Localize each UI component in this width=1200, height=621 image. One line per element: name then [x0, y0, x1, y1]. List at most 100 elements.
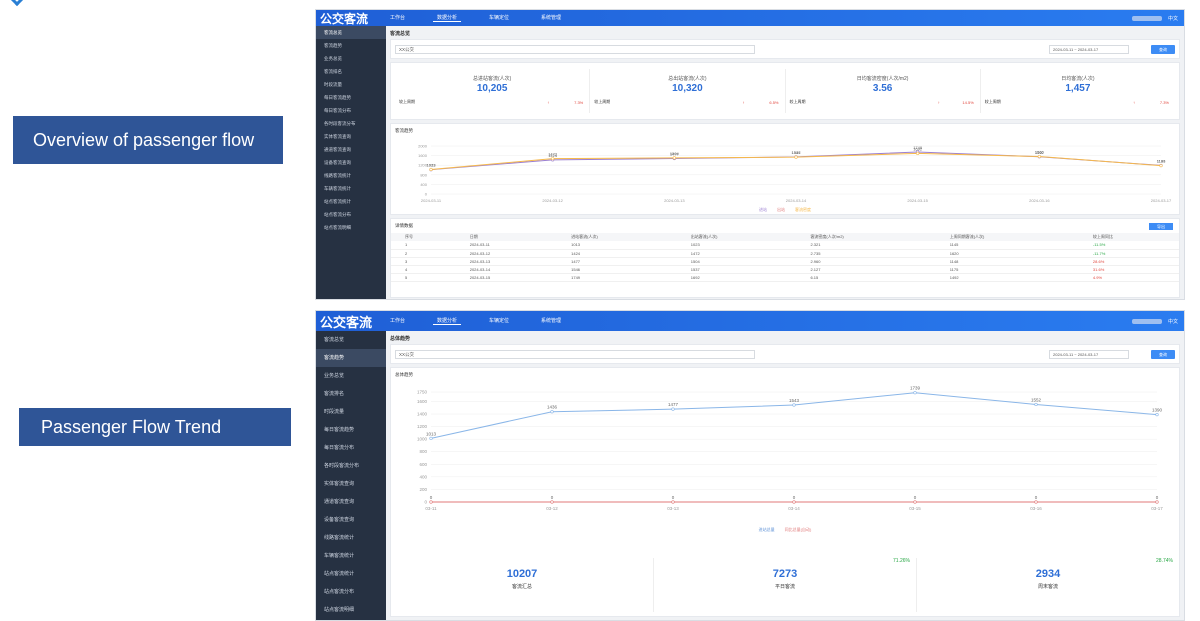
nav-vehicle-location[interactable]: 车辆定位 — [489, 15, 510, 21]
sidebar-item[interactable]: 设备客流查询 — [324, 517, 355, 523]
kpi-value: 3.56 — [872, 83, 893, 94]
table-header[interactable]: 上周同期客流(人次) — [935, 233, 1079, 241]
kpi-pct: 14.5% — [962, 100, 974, 105]
x-tick-label: 03-11 — [425, 506, 437, 511]
sidebar-item[interactable]: 各时段客流分布 — [324, 121, 356, 126]
data-label: 1023 — [427, 162, 437, 167]
data-label: 0 — [1156, 495, 1159, 500]
table-header[interactable]: 序号 — [391, 233, 456, 241]
legend-in[interactable]: 进站 — [759, 207, 767, 212]
nav-system-management[interactable]: 系统管理 — [541, 318, 562, 324]
legend-density[interactable]: 客流密度 — [795, 207, 811, 212]
query-button[interactable]: 查询 — [1151, 44, 1175, 54]
date-range-picker[interactable]: 2024-03-11 ~ 2024-03-17 — [1049, 44, 1129, 54]
sidebar-item[interactable]: 实体客流查询 — [324, 481, 355, 487]
table-cell: 4.9% — [1078, 273, 1179, 282]
sidebar-item[interactable]: 通道客流查询 — [324, 147, 351, 152]
nav-data-analysis[interactable]: 数据分析 — [433, 317, 462, 325]
data-point — [913, 500, 917, 504]
nav-data-analysis[interactable]: 数据分析 — [433, 14, 462, 22]
table-header[interactable]: 客流密度(人次/m2) — [796, 233, 936, 241]
lang-switch[interactable]: 中文 — [1167, 15, 1178, 22]
data-point — [1034, 500, 1038, 504]
sidebar-item[interactable]: 客流排名 — [324, 69, 342, 74]
export-button[interactable]: 导出 — [1149, 223, 1173, 230]
table-header[interactable]: 出站客流(人次) — [676, 233, 797, 241]
data-label: 1552 — [1031, 397, 1042, 402]
sidebar-item[interactable]: 实体客流查询 — [324, 134, 351, 139]
kpi-arrow-icon: ↑ — [742, 100, 745, 105]
app-logo[interactable]: 公交客流 — [320, 11, 369, 26]
date-range-picker[interactable]: 2024-03-11 ~ 2024-03-17 — [1049, 349, 1129, 359]
sidebar-item[interactable]: 时段流量 — [324, 82, 342, 87]
data-point — [792, 500, 796, 504]
kpi-compare: 较上周期 — [399, 99, 415, 104]
data-label: 1546 — [792, 150, 802, 155]
x-tick-label: 2024-03-16 — [1029, 198, 1050, 203]
legend-total[interactable]: 进站总量 — [758, 527, 775, 532]
sidebar-item[interactable]: 客流总览 — [324, 337, 345, 343]
data-label: 1537 — [792, 150, 802, 155]
sidebar-item[interactable]: 站点客流明细 — [324, 225, 351, 230]
summary-pct: 71.26% — [893, 558, 910, 564]
x-tick-label: 2024-03-12 — [542, 198, 563, 203]
sidebar-item[interactable]: 站点客流明细 — [324, 607, 355, 613]
lang-switch[interactable]: 中文 — [1167, 318, 1178, 325]
sidebar-item[interactable]: 业务总览 — [324, 373, 345, 379]
legend-yoy[interactable]: 同比总量(自动) — [784, 527, 812, 532]
table-cell: 4 — [391, 265, 456, 274]
table-header[interactable]: 进站客流(人次) — [557, 233, 677, 241]
data-point — [1159, 164, 1163, 168]
route-select[interactable]: XX公交 — [395, 44, 755, 54]
nav-vehicle-location[interactable]: 车辆定位 — [489, 318, 510, 324]
sidebar-item[interactable]: 客流趋势 — [324, 43, 342, 48]
filter-bar: XX公交 2024-03-11 ~ 2024-03-17 查询 — [390, 39, 1180, 59]
sidebar-item[interactable]: 站点客流统计 — [324, 199, 351, 204]
sidebar-item[interactable]: 每日客流分布 — [324, 108, 351, 113]
sidebar-item[interactable]: 客流总览 — [316, 26, 386, 39]
nav-workbench[interactable]: 工作台 — [390, 15, 406, 21]
x-tick-label: 03-13 — [667, 506, 679, 511]
kpi-compare: 较上周期 — [984, 99, 1001, 104]
kpi-card: 日均客流(人次) 1,457 较上周期 ↑ 7.3% — [981, 69, 1175, 113]
kpi-card: 总进站客流(人次) 10,205 较上周期 ↑ 7.3% — [395, 69, 591, 113]
sidebar-item[interactable]: 站点客流分布 — [324, 589, 355, 595]
sidebar-item[interactable]: 线路客流统计 — [324, 173, 351, 178]
sidebar-item[interactable]: 业务总览 — [324, 56, 342, 61]
data-point — [794, 155, 798, 159]
legend-out[interactable]: 出站 — [777, 207, 785, 212]
sidebar-item[interactable]: 车辆客流统计 — [324, 186, 351, 191]
y-tick-label: 0 — [424, 500, 427, 505]
sidebar-item[interactable]: 线路客流统计 — [324, 535, 355, 541]
y-tick-label: 1600 — [418, 153, 428, 158]
nav-workbench[interactable]: 工作台 — [390, 318, 406, 324]
data-label: 1552 — [1035, 150, 1045, 155]
sidebar-item[interactable]: 每日客流趋势 — [324, 427, 355, 433]
table-header[interactable]: 日期 — [455, 233, 558, 241]
nav-system-management[interactable]: 系统管理 — [541, 15, 562, 21]
kpi-card: 总出站客流(人次) 10,320 较上周期 ↑ 6.5% — [590, 69, 786, 113]
sidebar-item[interactable]: 站点客流统计 — [324, 571, 355, 577]
user-name[interactable] — [1131, 318, 1162, 324]
query-button[interactable]: 查询 — [1151, 349, 1175, 359]
table-cell: 31.6% — [1078, 265, 1179, 274]
user-name[interactable] — [1131, 15, 1162, 21]
sidebar-item[interactable]: 各时段客流分布 — [324, 463, 360, 469]
sidebar-item[interactable]: 客流排名 — [324, 391, 345, 397]
route-select[interactable]: XX公交 — [395, 349, 755, 359]
table-header[interactable]: 较上周同比 — [1078, 233, 1179, 241]
sidebar-item[interactable]: 每日客流趋势 — [324, 95, 351, 100]
table-row: 2 2024-03-12 1424 1472 2.735 1620 -11.7% — [391, 249, 1179, 258]
sidebar-item[interactable]: 客流趋势 — [316, 349, 386, 367]
trend-chart: 0 400 800 1200 1600 2000 2024-03-11 2024-03-12 2… — [418, 144, 1172, 204]
sidebar-item[interactable]: 时段流量 — [324, 409, 345, 415]
app-logo[interactable]: 公交客流 — [320, 315, 373, 331]
sidebar-item[interactable]: 站点客流分布 — [324, 212, 351, 217]
sidebar-item[interactable]: 每日客流分布 — [324, 445, 355, 451]
sidebar-item[interactable]: 设备客流查询 — [324, 160, 351, 165]
overview-label: Overview of passenger flow — [13, 116, 283, 164]
sidebar-item[interactable]: 通道客流查询 — [324, 499, 355, 505]
data-label: 1191 — [1157, 158, 1166, 163]
x-tick-label: 2024-03-17 — [1151, 198, 1172, 203]
sidebar-item[interactable]: 车辆客流统计 — [324, 553, 355, 559]
